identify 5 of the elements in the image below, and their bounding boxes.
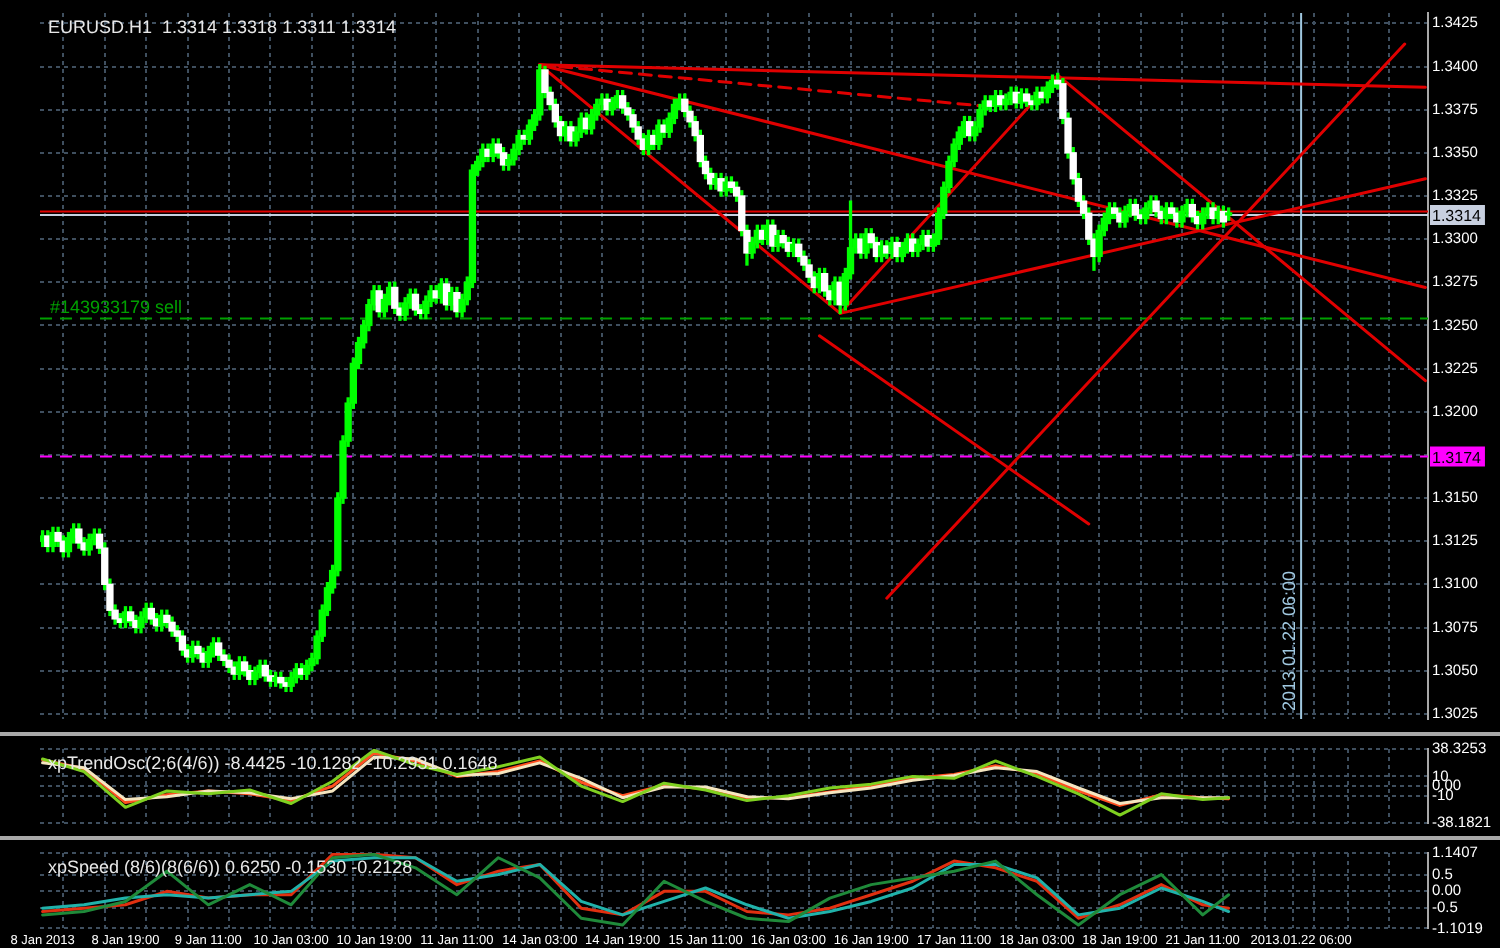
- chart-title: EURUSD.H1 1.3314 1.3318 1.3311 1.3314: [48, 17, 396, 37]
- ref-line-label: 2013.01.22 06:00: [1279, 570, 1300, 711]
- ref-line-label: 1.3174: [1432, 448, 1483, 467]
- ref-line-label: 1.3314: [1432, 206, 1483, 225]
- ref-line-label: #143933179 sell: [50, 296, 183, 317]
